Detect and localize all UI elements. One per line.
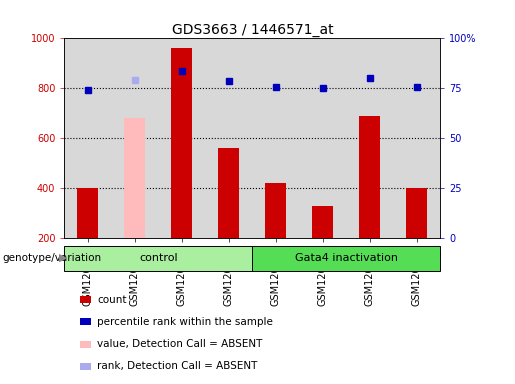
Bar <box>265 183 286 238</box>
Bar <box>171 48 193 238</box>
Bar <box>252 246 440 271</box>
Text: Gata4 inactivation: Gata4 inactivation <box>295 253 398 263</box>
Bar <box>312 206 333 238</box>
Bar <box>64 246 252 271</box>
Bar <box>359 116 381 238</box>
Text: genotype/variation: genotype/variation <box>3 253 101 263</box>
Text: percentile rank within the sample: percentile rank within the sample <box>97 317 273 327</box>
Text: value, Detection Call = ABSENT: value, Detection Call = ABSENT <box>97 339 263 349</box>
Text: rank, Detection Call = ABSENT: rank, Detection Call = ABSENT <box>97 361 258 371</box>
Bar <box>124 118 145 238</box>
Bar <box>218 148 239 238</box>
Text: count: count <box>97 295 127 305</box>
Title: GDS3663 / 1446571_at: GDS3663 / 1446571_at <box>171 23 333 37</box>
Text: control: control <box>139 253 178 263</box>
Bar <box>77 188 98 238</box>
Bar <box>406 188 427 238</box>
Text: ▶: ▶ <box>59 253 67 263</box>
